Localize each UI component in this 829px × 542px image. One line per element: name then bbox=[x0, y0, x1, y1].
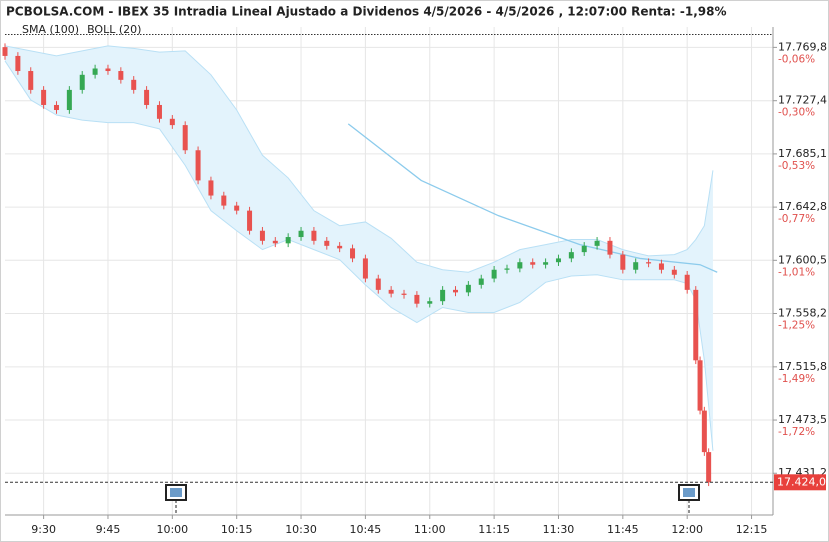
candle-body bbox=[697, 360, 703, 411]
candle-body bbox=[41, 89, 47, 105]
candle-body bbox=[594, 240, 600, 246]
candle-body bbox=[337, 245, 343, 249]
candle-body bbox=[607, 240, 613, 255]
x-tick-label: 9:45 bbox=[96, 523, 121, 536]
candle-body bbox=[144, 89, 150, 105]
y-tick-pct-label: -1,25% bbox=[778, 320, 815, 332]
candle-body bbox=[28, 71, 34, 90]
y-tick-pct-label: -1,01% bbox=[778, 266, 815, 278]
candle-body bbox=[79, 74, 85, 90]
x-tick-label: 10:15 bbox=[221, 523, 253, 536]
x-tick-label: 9:30 bbox=[31, 523, 56, 536]
candle-body bbox=[401, 293, 407, 295]
y-tick-label: 17.558,2 bbox=[778, 307, 827, 320]
event-marker bbox=[678, 484, 700, 515]
plot-area bbox=[2, 27, 773, 515]
candle-body bbox=[530, 262, 536, 265]
candle-body bbox=[543, 262, 549, 265]
candle-body bbox=[182, 125, 188, 151]
candle-body bbox=[478, 278, 484, 285]
candle-body bbox=[285, 237, 291, 244]
y-tick-pct-label: -0,06% bbox=[778, 53, 815, 65]
candle-body bbox=[195, 150, 201, 181]
candle-body bbox=[131, 79, 137, 90]
bollinger-upper bbox=[4, 45, 714, 273]
candle-body bbox=[92, 68, 98, 75]
candle-body bbox=[684, 274, 690, 290]
candle-body bbox=[298, 230, 304, 238]
x-tick-label: 10:30 bbox=[285, 523, 317, 536]
candle-body bbox=[517, 262, 523, 269]
candle-body bbox=[427, 301, 433, 304]
candle-body bbox=[633, 262, 639, 270]
x-tick-label: 12:15 bbox=[736, 523, 768, 536]
candle-body bbox=[646, 262, 652, 264]
candle-body bbox=[350, 248, 356, 259]
bollinger-lower bbox=[4, 60, 714, 451]
y-tick-label: 17.600,5 bbox=[778, 253, 827, 266]
candle-body bbox=[440, 289, 446, 302]
y-tick-label: 17.685,1 bbox=[778, 147, 827, 160]
candle-body bbox=[453, 289, 459, 293]
candle-body bbox=[259, 230, 265, 241]
y-tick-pct-label: -0,77% bbox=[778, 213, 815, 225]
candle-body bbox=[581, 245, 587, 253]
candle-body bbox=[465, 284, 471, 293]
candle-body bbox=[272, 240, 278, 244]
candle-body bbox=[105, 68, 111, 72]
candle-body bbox=[2, 47, 8, 56]
legend-entry: BOLL (20) bbox=[87, 23, 141, 36]
candle-body bbox=[658, 263, 664, 270]
y-tick-label: 17.515,8 bbox=[778, 360, 827, 373]
candle-body bbox=[491, 269, 497, 279]
legend-entry: SMA (100) bbox=[22, 23, 79, 36]
candle-body bbox=[234, 205, 240, 211]
candle-body bbox=[66, 89, 72, 111]
chart-title: PCBOLSA.COM - IBEX 35 Intradia Lineal Aj… bbox=[6, 5, 727, 19]
current-price-box bbox=[774, 474, 826, 491]
candle-body bbox=[118, 71, 124, 80]
candle-body bbox=[414, 294, 420, 304]
candle-body bbox=[701, 410, 707, 453]
x-tick-label: 11:30 bbox=[543, 523, 575, 536]
y-tick-label: 17.642,8 bbox=[778, 200, 827, 213]
y-tick-label: 17.473,5 bbox=[778, 413, 827, 426]
candle-body bbox=[208, 180, 214, 196]
event-marker bbox=[165, 484, 187, 515]
y-tick-pct-label: -0,53% bbox=[778, 160, 815, 172]
candle-body bbox=[15, 55, 21, 72]
candle-body bbox=[156, 104, 162, 119]
candle-body bbox=[388, 289, 394, 294]
x-tick-label: 12:00 bbox=[671, 523, 703, 536]
x-tick-label: 11:45 bbox=[607, 523, 639, 536]
candle-body bbox=[169, 118, 175, 126]
candle-body bbox=[362, 258, 368, 279]
x-tick-label: 10:00 bbox=[156, 523, 188, 536]
y-tick-label: 17.727,4 bbox=[778, 94, 827, 107]
x-tick-label: 11:15 bbox=[478, 523, 510, 536]
sma-line bbox=[347, 123, 718, 273]
candle-body bbox=[247, 210, 253, 231]
candle-body bbox=[706, 452, 712, 483]
candle-body bbox=[53, 104, 59, 111]
candle-body bbox=[620, 254, 626, 270]
candle-body bbox=[375, 278, 381, 290]
y-tick-label: 17.769,8 bbox=[778, 40, 827, 53]
candle-body bbox=[504, 268, 510, 270]
candle-body bbox=[693, 289, 699, 361]
candle-body bbox=[311, 230, 317, 241]
candle-body bbox=[555, 258, 561, 263]
candle-body bbox=[671, 269, 677, 275]
candle-body bbox=[568, 252, 574, 259]
current-price-label: 17.424,0 bbox=[777, 475, 826, 488]
candle-body bbox=[324, 240, 330, 246]
x-tick-label: 10:45 bbox=[350, 523, 382, 536]
y-tick-pct-label: -1,49% bbox=[778, 373, 815, 385]
y-tick-pct-label: -1,72% bbox=[778, 426, 815, 438]
y-tick-pct-label: -0,30% bbox=[778, 107, 815, 119]
candle-body bbox=[221, 195, 227, 206]
bollinger-band bbox=[5, 45, 713, 451]
x-tick-label: 11:00 bbox=[414, 523, 446, 536]
